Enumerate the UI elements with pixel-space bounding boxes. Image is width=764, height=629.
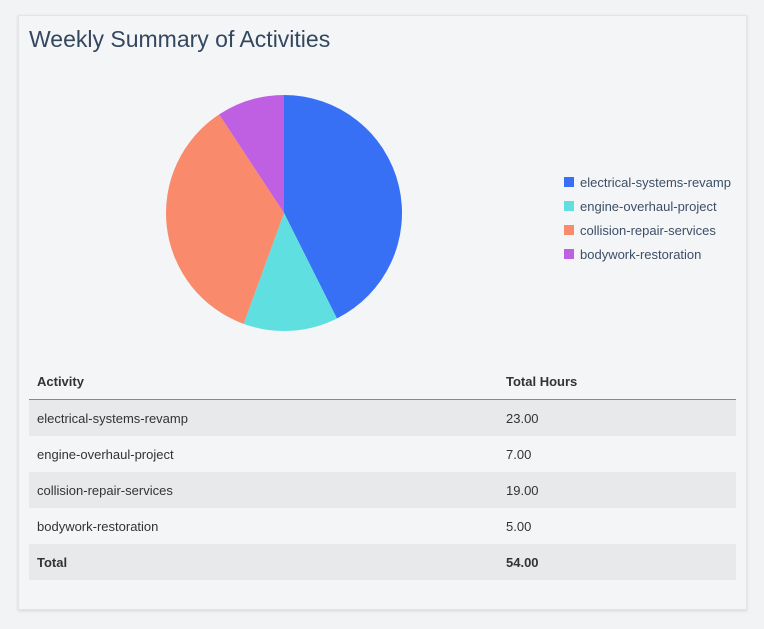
table-row: engine-overhaul-project 7.00 xyxy=(29,436,736,472)
pie-slice-collision-repair-services[interactable] xyxy=(165,114,284,324)
total-value: 54.00 xyxy=(498,544,736,580)
pie-slice-electrical-systems-revamp[interactable] xyxy=(284,95,402,319)
activity-cell: electrical-systems-revamp xyxy=(29,399,498,436)
activity-cell: engine-overhaul-project xyxy=(37,446,174,462)
activity-cell: collision-repair-services xyxy=(29,472,498,508)
legend-label: bodywork-restoration xyxy=(580,246,702,262)
chart-legend: electrical-systems-revamp engine-overhaul… xyxy=(564,170,731,266)
table-header-row: Activity Total Hours xyxy=(29,363,736,400)
summary-card: Weekly Summary of Activities electrical-… xyxy=(18,15,747,610)
legend-swatch xyxy=(564,177,574,187)
table-row: bodywork-restoration 5.00 xyxy=(29,508,736,544)
legend-swatch xyxy=(564,201,574,211)
hours-cell: 5.00 xyxy=(506,518,532,534)
pie-slice-bodywork-restoration[interactable] xyxy=(219,95,284,213)
legend-label: electrical-systems-revamp xyxy=(580,174,731,190)
legend-item[interactable]: electrical-systems-revamp xyxy=(564,170,731,194)
total-label: Total xyxy=(29,544,498,580)
activity-cell: bodywork-restoration xyxy=(37,518,159,534)
hours-cell: 19.00 xyxy=(498,472,736,508)
column-header-total-hours: Total Hours xyxy=(498,363,736,400)
pie-slice-engine-overhaul-project[interactable] xyxy=(243,213,337,331)
legend-label: collision-repair-services xyxy=(580,222,716,238)
hours-cell: 23.00 xyxy=(498,399,736,436)
column-header-activity: Activity xyxy=(29,363,498,400)
legend-label: engine-overhaul-project xyxy=(580,198,717,214)
legend-swatch xyxy=(564,249,574,259)
page-title: Weekly Summary of Activities xyxy=(29,26,331,52)
activity-table: Activity Total Hours electrical-systems-… xyxy=(29,363,736,580)
legend-swatch xyxy=(564,225,574,235)
pie-chart xyxy=(165,95,402,331)
table-row: electrical-systems-revamp 23.00 xyxy=(29,399,736,436)
legend-item[interactable]: engine-overhaul-project xyxy=(564,194,731,218)
legend-item[interactable]: collision-repair-services xyxy=(564,218,731,242)
hours-cell: 7.00 xyxy=(506,446,532,462)
legend-item[interactable]: bodywork-restoration xyxy=(564,242,731,266)
table-row: collision-repair-services 19.00 xyxy=(29,472,736,508)
total-row: Total 54.00 xyxy=(29,544,736,580)
